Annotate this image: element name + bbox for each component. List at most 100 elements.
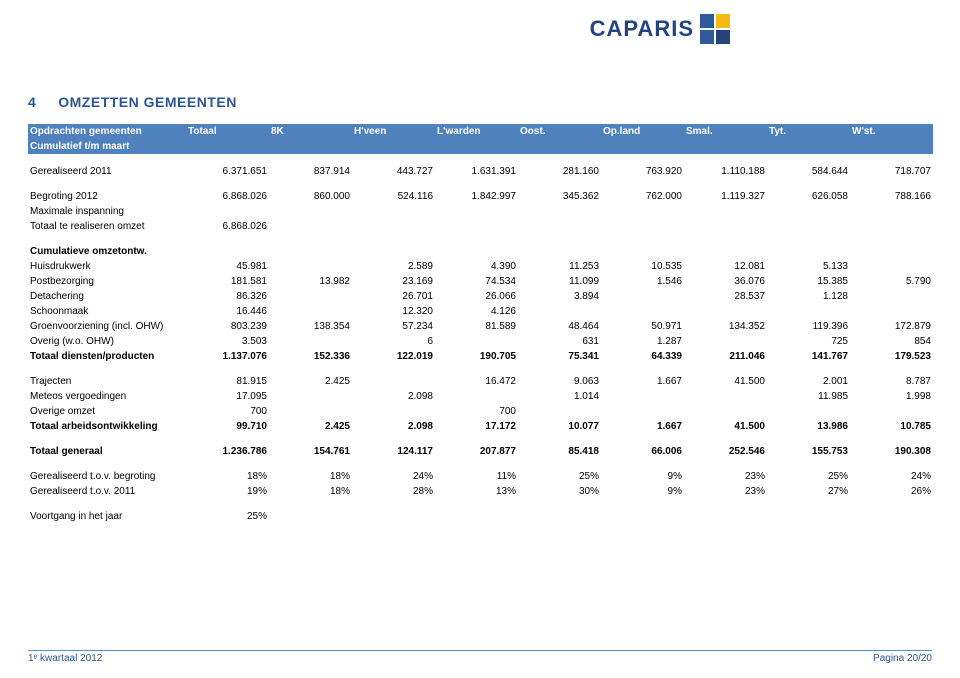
col-header: Tyt.: [767, 124, 850, 139]
cell-value: 207.877: [435, 444, 518, 459]
cell-value: [435, 219, 518, 234]
row-label: Voortgang in het jaar: [28, 509, 186, 524]
cell-value: [601, 404, 684, 419]
cell-value: [601, 244, 684, 259]
cell-value: 66.006: [601, 444, 684, 459]
cell-value: 28%: [352, 484, 435, 499]
table-row: Totaal arbeidsontwikkeling99.7102.4252.0…: [28, 419, 933, 434]
cell-value: 81.589: [435, 319, 518, 334]
cell-value: 4.126: [435, 304, 518, 319]
cell-value: [850, 404, 933, 419]
subheader-empty: [767, 139, 850, 154]
col-header-label: Opdrachten gemeenten: [28, 124, 186, 139]
cell-value: 13.982: [269, 274, 352, 289]
col-header: Totaal: [186, 124, 269, 139]
col-header: Op.land: [601, 124, 684, 139]
table-row: Schoonmaak16.44612.3204.126: [28, 304, 933, 319]
cell-value: 6.371.651: [186, 164, 269, 179]
cell-value: [684, 389, 767, 404]
subheader-empty: [352, 139, 435, 154]
subheader-empty: [269, 139, 352, 154]
cell-value: [435, 244, 518, 259]
row-label: Trajecten: [28, 374, 186, 389]
cell-value: [352, 204, 435, 219]
cell-value: 1.119.327: [684, 189, 767, 204]
cell-value: [518, 204, 601, 219]
cell-value: 1.667: [601, 419, 684, 434]
cell-value: [186, 204, 269, 219]
logo-text: CAPARIS: [590, 16, 694, 42]
table-row: Postbezorging181.58113.98223.16974.53411…: [28, 274, 933, 289]
footer-left: 1ᵉ kwartaal 2012: [28, 653, 102, 664]
cell-value: 524.116: [352, 189, 435, 204]
cell-value: 12.081: [684, 259, 767, 274]
table-row: Totaal diensten/producten1.137.076152.33…: [28, 349, 933, 364]
cell-value: [269, 204, 352, 219]
report-page: CAPARIS 4 OMZETTEN GEMEENTEN Opdrachten …: [0, 0, 960, 524]
row-label: Maximale inspanning: [28, 204, 186, 219]
cell-value: 788.166: [850, 189, 933, 204]
cell-value: 75.341: [518, 349, 601, 364]
cell-value: [269, 404, 352, 419]
cell-value: [767, 304, 850, 319]
cell-value: 57.234: [352, 319, 435, 334]
cell-value: [352, 374, 435, 389]
cell-value: 211.046: [684, 349, 767, 364]
cell-value: 9%: [601, 484, 684, 499]
cell-value: 763.920: [601, 164, 684, 179]
cell-value: 19%: [186, 484, 269, 499]
cell-value: [850, 509, 933, 524]
subheader-label: Cumulatief t/m maart: [28, 139, 186, 154]
cell-value: 17.172: [435, 419, 518, 434]
cell-value: 4.390: [435, 259, 518, 274]
cell-value: 48.464: [518, 319, 601, 334]
cell-value: [269, 289, 352, 304]
cell-value: [352, 404, 435, 419]
row-label: Huisdrukwerk: [28, 259, 186, 274]
row-label: Meteos vergoedingen: [28, 389, 186, 404]
cell-value: 24%: [352, 469, 435, 484]
cell-value: 10.785: [850, 419, 933, 434]
cell-value: [435, 389, 518, 404]
col-header: W'st.: [850, 124, 933, 139]
cell-value: [352, 244, 435, 259]
row-label: Totaal generaal: [28, 444, 186, 459]
cell-value: 1.546: [601, 274, 684, 289]
subheader-empty: [601, 139, 684, 154]
cell-value: 281.160: [518, 164, 601, 179]
table-row: Overig (w.o. OHW)3.50366311.287725854: [28, 334, 933, 349]
table-row: Maximale inspanning: [28, 204, 933, 219]
table-row: Totaal te realiseren omzet6.868.026: [28, 219, 933, 234]
cell-value: 25%: [767, 469, 850, 484]
cell-value: 9%: [601, 469, 684, 484]
section-number: 4: [28, 94, 36, 110]
cell-value: 345.362: [518, 189, 601, 204]
table-row: Voortgang in het jaar25%: [28, 509, 933, 524]
cell-value: 837.914: [269, 164, 352, 179]
cell-value: 26.701: [352, 289, 435, 304]
cell-value: [767, 404, 850, 419]
cell-value: 74.534: [435, 274, 518, 289]
cell-value: 86.326: [186, 289, 269, 304]
cell-value: 138.354: [269, 319, 352, 334]
cell-value: 2.589: [352, 259, 435, 274]
cell-value: 154.761: [269, 444, 352, 459]
col-header: L'warden: [435, 124, 518, 139]
cell-value: 718.707: [850, 164, 933, 179]
table-row: Gerealiseerd t.o.v. begroting18%18%24%11…: [28, 469, 933, 484]
cell-value: [518, 509, 601, 524]
table-row: Groenvoorziening (incl. OHW)803.239138.3…: [28, 319, 933, 334]
cell-value: 1.667: [601, 374, 684, 389]
row-label: Gerealiseerd 2011: [28, 164, 186, 179]
cell-value: [601, 289, 684, 304]
cell-value: 8.787: [850, 374, 933, 389]
cell-value: 252.546: [684, 444, 767, 459]
row-label: Totaal diensten/producten: [28, 349, 186, 364]
cell-value: [684, 244, 767, 259]
cell-value: 124.117: [352, 444, 435, 459]
cell-value: 631: [518, 334, 601, 349]
cell-value: 134.352: [684, 319, 767, 334]
cell-value: 64.339: [601, 349, 684, 364]
table-row: Trajecten81.9152.42516.4729.0631.66741.5…: [28, 374, 933, 389]
cell-value: [684, 404, 767, 419]
